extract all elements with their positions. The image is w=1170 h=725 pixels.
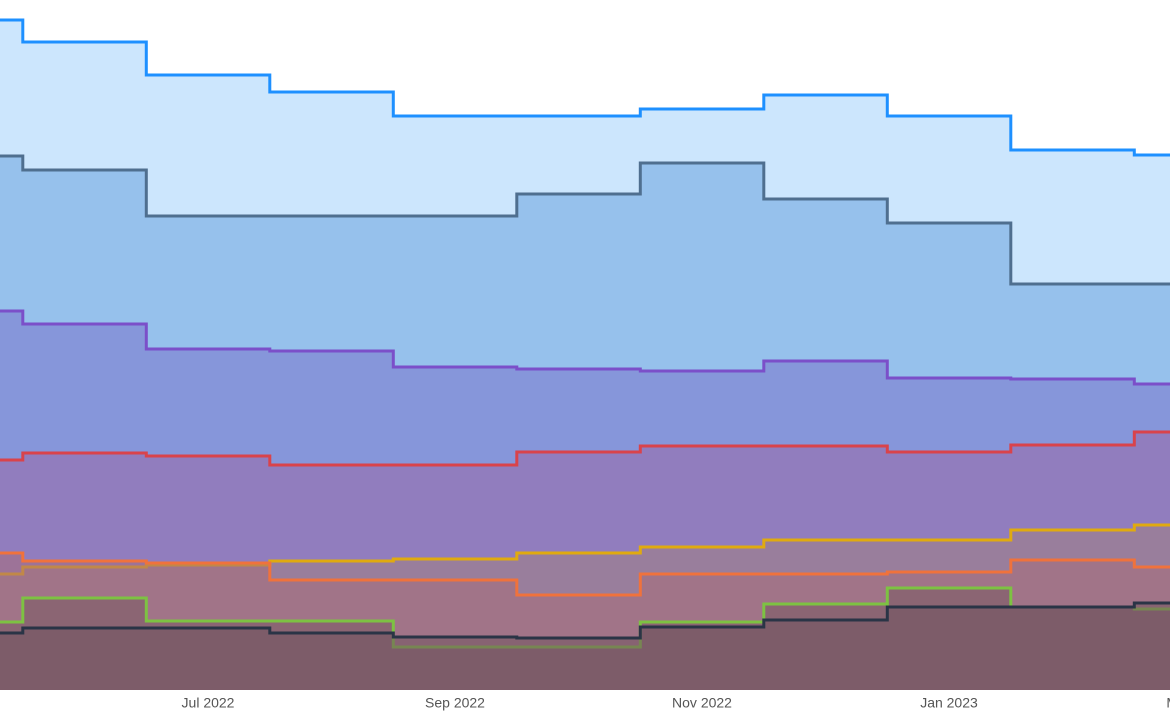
line xyxy=(0,18,1170,157)
line xyxy=(0,551,1170,597)
x-tick-label: Sep 2022 xyxy=(425,695,485,711)
line xyxy=(0,430,1170,467)
x-tick-label: Jul 2022 xyxy=(182,695,235,711)
area xyxy=(0,603,1170,690)
line xyxy=(0,601,1170,640)
line xyxy=(0,309,1170,386)
line xyxy=(0,154,1170,286)
x-tick-label: Nov 2022 xyxy=(672,695,732,711)
x-tick-label: Mar 2023 xyxy=(1166,695,1170,711)
x-tick-label: Jan 2023 xyxy=(920,695,978,711)
